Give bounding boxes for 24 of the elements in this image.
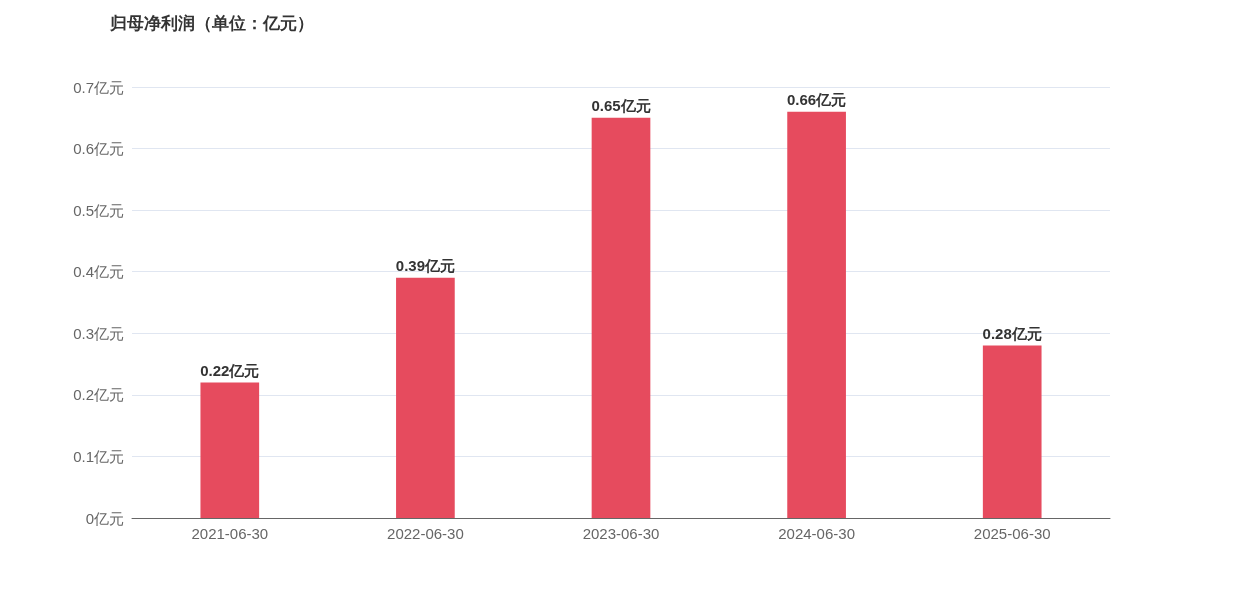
data-label: 0.65亿元 bbox=[591, 96, 651, 114]
y-tick-label: 0.6亿元 bbox=[73, 140, 124, 158]
y-tick-label: 0亿元 bbox=[85, 509, 124, 527]
x-tick-label: 2025-06-30 bbox=[973, 525, 1051, 542]
data-label: 0.66亿元 bbox=[787, 90, 847, 108]
y-tick-label: 0.4亿元 bbox=[73, 263, 124, 281]
x-tick-label: 2022-06-30 bbox=[387, 525, 464, 542]
y-tick-label: 0.7亿元 bbox=[73, 78, 124, 96]
y-tick-label: 0.1亿元 bbox=[73, 447, 124, 465]
y-tick-label: 0.5亿元 bbox=[73, 201, 124, 219]
bar bbox=[787, 111, 846, 518]
data-label: 0.39亿元 bbox=[395, 256, 455, 274]
chart-title: 归母净利润（单位：亿元） bbox=[109, 14, 314, 33]
bar bbox=[591, 117, 651, 518]
bar bbox=[200, 382, 260, 518]
x-tick-label: 2021-06-30 bbox=[191, 525, 269, 542]
x-tick-label: 2023-06-30 bbox=[582, 525, 660, 542]
bar bbox=[396, 277, 455, 518]
x-tick-label: 2024-06-30 bbox=[778, 525, 855, 542]
bar bbox=[982, 345, 1042, 518]
data-label: 0.22亿元 bbox=[200, 361, 260, 379]
data-label: 0.28亿元 bbox=[982, 324, 1042, 342]
y-tick-label: 0.2亿元 bbox=[73, 386, 124, 404]
y-tick-label: 0.3亿元 bbox=[73, 324, 124, 342]
